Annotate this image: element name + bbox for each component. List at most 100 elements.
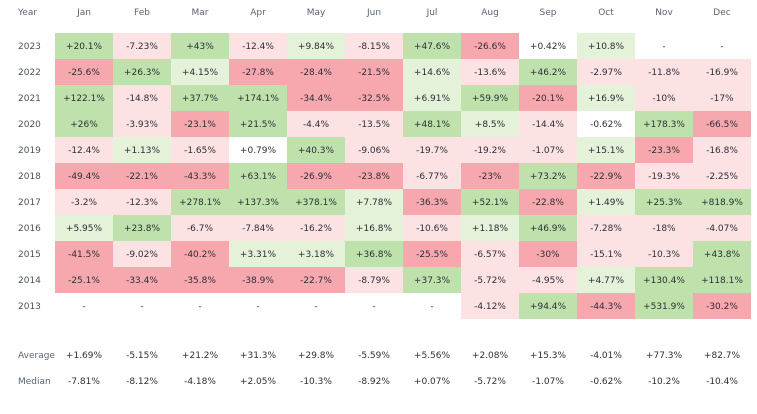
heatmap-cell-2020-aug (461, 111, 519, 137)
cell-label-2019-may: +40.3% (298, 146, 335, 156)
heatmap-cell-2018-nov (635, 163, 693, 189)
cell-label-2023-oct: +10.8% (588, 42, 625, 52)
heatmap-cell-2020-apr (229, 111, 287, 137)
summary-median-jan: -7.81% (68, 377, 100, 387)
heatmap-cell-2020-jul (403, 111, 461, 137)
cell-label-2021-nov: -10% (652, 94, 676, 104)
heatmap-cell-2016-nov (635, 215, 693, 241)
cell-label-2020-jul: +48.1% (414, 120, 451, 130)
heatmap-cell-2015-apr (229, 241, 287, 267)
cell-label-2016-dec: -4.07% (706, 224, 738, 234)
cell-label-2022-feb: +26.3% (124, 68, 161, 78)
month-header-oct: Oct (598, 8, 614, 18)
cell-label-2019-aug: -19.2% (474, 146, 506, 156)
cell-label-2023-may: +9.84% (298, 42, 335, 52)
cell-label-2015-apr: +3.31% (240, 250, 277, 260)
heatmap-cell-2014-apr (229, 267, 287, 293)
heatmap-cell-2022-feb (113, 59, 171, 85)
heatmap-cell-2016-jul (403, 215, 461, 241)
cell-label-2017-feb: -12.3% (126, 198, 158, 208)
cell-label-2013-dec: -30.2% (706, 302, 738, 312)
cell-label-2016-jan: +5.95% (66, 224, 103, 234)
heatmap-cell-2017-sep (519, 189, 577, 215)
heatmap-cell-2019-jun (345, 137, 403, 163)
cell-label-2019-jul: -19.7% (416, 146, 448, 156)
cell-label-2015-jan: -41.5% (68, 250, 100, 260)
heatmap-cell-2021-jun (345, 85, 403, 111)
heatmap-cell-2015-jun (345, 241, 403, 267)
cell-label-2018-aug: -23% (478, 172, 502, 182)
cell-label-2023-nov: - (662, 42, 665, 52)
heatmap-cell-2014-dec (693, 267, 751, 293)
year-label-2022: 2022 (18, 68, 41, 78)
heatmap-cell-2019-feb (113, 137, 171, 163)
cell-label-2021-sep: -20.1% (532, 94, 564, 104)
summary-median-sep: -1.07% (532, 377, 564, 387)
heatmap-cell-2023-jun (345, 33, 403, 59)
heatmap-cell-2016-jun (345, 215, 403, 241)
heatmap-cell-2013-nov (635, 293, 693, 319)
month-header-mar: Mar (192, 8, 209, 18)
cell-label-2015-jul: -25.5% (416, 250, 448, 260)
cell-label-2018-jan: -49.4% (68, 172, 100, 182)
heatmap-cell-2023-jan (55, 33, 113, 59)
cell-label-2023-sep: +0.42% (530, 42, 567, 52)
cell-label-2013-oct: -44.3% (590, 302, 622, 312)
heatmap-cell-2022-may (287, 59, 345, 85)
heatmap-cell-2015-feb (113, 241, 171, 267)
summary-median-may: -10.3% (300, 377, 332, 387)
cell-label-2014-aug: -5.72% (474, 276, 506, 286)
summary-average-may: +29.8% (298, 351, 335, 361)
summary-median-jun: -8.92% (358, 377, 390, 387)
heatmap-cell-2019-jan (55, 137, 113, 163)
heatmap-cell-2015-may (287, 241, 345, 267)
cell-label-2014-nov: +130.4% (643, 276, 685, 286)
summary-average-feb: -5.15% (126, 351, 158, 361)
heatmap-cell-2022-mar (171, 59, 229, 85)
cell-label-2015-mar: -40.2% (184, 250, 216, 260)
heatmap-cell-2021-feb (113, 85, 171, 111)
heatmap-cell-2023-oct (577, 33, 635, 59)
cell-label-2016-oct: -7.28% (590, 224, 622, 234)
heatmap-cell-2020-dec (693, 111, 751, 137)
cell-label-2014-apr: -38.9% (242, 276, 274, 286)
heatmap-cell-2014-oct (577, 267, 635, 293)
cell-label-2014-may: -22.7% (300, 276, 332, 286)
heatmap-cell-2022-dec (693, 59, 751, 85)
year-label-2018: 2018 (18, 172, 41, 182)
heatmap-cell-2018-sep (519, 163, 577, 189)
year-label-2017: 2017 (18, 198, 41, 208)
cell-label-2017-aug: +52.1% (472, 198, 509, 208)
heatmap-cell-2022-oct (577, 59, 635, 85)
heatmap-cell-2016-mar (171, 215, 229, 241)
heatmap-cell-2022-nov (635, 59, 693, 85)
cell-label-2023-jan: +20.1% (66, 42, 103, 52)
month-header-feb: Feb (134, 8, 150, 18)
cell-label-2014-sep: -4.95% (532, 276, 564, 286)
cell-label-2015-jun: +36.8% (356, 250, 393, 260)
cell-label-2020-aug: +8.5% (475, 120, 506, 130)
year-label-2016: 2016 (18, 224, 41, 234)
heatmap-cell-2017-dec (693, 189, 751, 215)
year-label-2021: 2021 (18, 94, 41, 104)
summary-median-mar: -4.18% (184, 377, 216, 387)
heatmap-cell-2019-apr (229, 137, 287, 163)
heatmap-cell-2022-jul (403, 59, 461, 85)
cell-label-2017-apr: +137.3% (237, 198, 279, 208)
heatmap-cell-2020-nov (635, 111, 693, 137)
cell-label-2022-dec: -16.9% (706, 68, 738, 78)
cell-label-2023-jun: -8.15% (358, 42, 390, 52)
heatmap-cell-2022-sep (519, 59, 577, 85)
cell-label-2019-oct: +15.1% (588, 146, 625, 156)
cell-label-2020-mar: -23.1% (184, 120, 216, 130)
summary-average-jun: -5.59% (358, 351, 390, 361)
heatmap-cell-2016-may (287, 215, 345, 241)
corner-year-label: Year (17, 8, 37, 18)
cell-label-2014-feb: -33.4% (126, 276, 158, 286)
year-label-2020: 2020 (18, 120, 41, 130)
heatmap-cell-2020-jun (345, 111, 403, 137)
heatmap-cell-2020-mar (171, 111, 229, 137)
heatmap-cell-2017-mar (171, 189, 229, 215)
heatmap-cell-2021-may (287, 85, 345, 111)
heatmap-cell-2015-sep (519, 241, 577, 267)
